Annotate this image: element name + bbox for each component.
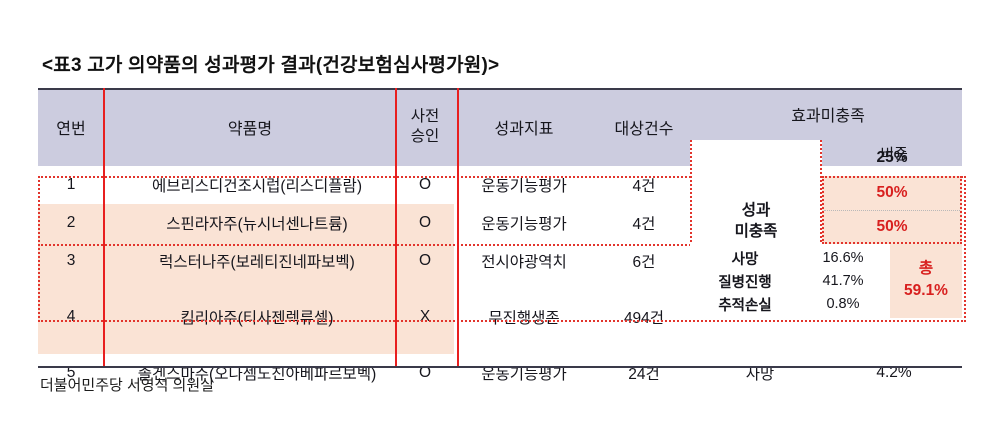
cell-pre-approval: X xyxy=(396,280,454,354)
header-reason: 사유 xyxy=(694,140,826,166)
row4-reason-label: 추적손실 xyxy=(718,297,772,314)
cell-reason xyxy=(694,166,826,204)
cell-metric: 운동기능평가 xyxy=(454,166,594,204)
header-group-unmet: 효과미충족 xyxy=(694,88,963,140)
merged-reason-line2: 미충족 xyxy=(734,223,778,240)
results-table-container: 연번 약품명 사전 승인 성과지표 대상건수 효과미충족 사유 비중 1 에브리… xyxy=(38,88,966,392)
cell-no: 1 xyxy=(38,166,104,204)
cell-metric: 무진행생존 xyxy=(454,280,594,354)
row4-breakdown-item: 질병진행 41.7% xyxy=(690,270,890,293)
cell-drug: 졸겐스마주(오나셈노진아베파르보벡) xyxy=(104,354,396,392)
row4-reason-pct: 41.7% xyxy=(822,273,864,289)
row4-reason-label: 사망 xyxy=(731,251,759,268)
row4-total-label: 총 xyxy=(918,260,934,277)
row4-reason-pct: 16.6% xyxy=(822,250,864,266)
cell-cases: 6건 xyxy=(594,242,694,280)
cell-metric: 운동기능평가 xyxy=(454,354,594,392)
cell-drug: 에브리스디건조시럽(리스디플람) xyxy=(104,166,396,204)
row4-breakdown-item: 추적손실 0.8% xyxy=(690,293,890,316)
cell-cases: 24건 xyxy=(594,354,694,392)
merged-reason-line1: 성과 xyxy=(741,202,771,219)
header-pre-approval-line2: 승인 xyxy=(410,128,440,145)
header-no: 연번 xyxy=(38,88,104,166)
page-title: <표3 고가 의약품의 성과평가 결과(건강보험심사평가원)> xyxy=(42,55,500,76)
row4-reason-pct: 0.8% xyxy=(826,296,860,312)
header-cases-label: 대상건수 xyxy=(614,121,674,138)
cell-pre-approval: O xyxy=(396,354,454,392)
header-metric: 성과지표 xyxy=(454,88,594,166)
cell-no: 3 xyxy=(38,242,104,280)
table-header-row: 연번 약품명 사전 승인 성과지표 대상건수 효과미충족 xyxy=(38,88,963,166)
cell-share: 4.2% xyxy=(826,354,963,392)
row4-total: 총 59.1% xyxy=(890,258,962,302)
cell-drug: 스핀라자주(뉴시너센나트륨) xyxy=(104,204,396,242)
share-row-3: 50% xyxy=(876,218,908,235)
row4-reason-label: 질병진행 xyxy=(718,274,772,291)
row4-reason-breakdown-list: 사망 16.6% 질병진행 41.7% 추적손실 0.8% xyxy=(690,246,890,316)
cell-cases: 494건 xyxy=(594,280,694,354)
merged-reason-label: 성과 미충족 xyxy=(690,200,822,242)
header-pre-approval-line1: 사전 xyxy=(410,108,440,125)
cell-no: 2 xyxy=(38,204,104,242)
cell-drug: 럭스터나주(보레티진네파보벡) xyxy=(104,242,396,280)
row4-total-value: 59.1% xyxy=(904,282,948,299)
cell-metric: 운동기능평가 xyxy=(454,204,594,242)
table-row: 5 졸겐스마주(오나셈노진아베파르보벡) O 운동기능평가 24건 사망 4.2… xyxy=(38,354,963,392)
cell-no: 5 xyxy=(38,354,104,392)
cell-pre-approval: O xyxy=(396,166,454,204)
cell-cases: 4건 xyxy=(594,166,694,204)
row4-breakdown-item: 사망 16.6% xyxy=(690,247,890,270)
source-caption: 더불어민주당 서영석 의원실 xyxy=(40,377,214,394)
cell-no: 4 xyxy=(38,280,104,354)
cell-drug: 킴리아주(티사젠렉류셀) xyxy=(104,280,396,354)
header-share: 비중 xyxy=(826,140,963,166)
cell-metric: 전시야광역치 xyxy=(454,242,594,280)
cell-pre-approval: O xyxy=(396,242,454,280)
header-pre-approval: 사전 승인 xyxy=(396,88,454,166)
cell-reason: 사망 xyxy=(694,354,826,392)
share-row-1: 25% xyxy=(876,149,908,166)
header-drug: 약품명 xyxy=(104,88,396,166)
cell-pre-approval: O xyxy=(396,204,454,242)
cell-cases: 4건 xyxy=(594,204,694,242)
header-cases: 대상건수 xyxy=(594,88,694,166)
share-row-2: 50% xyxy=(876,184,908,201)
